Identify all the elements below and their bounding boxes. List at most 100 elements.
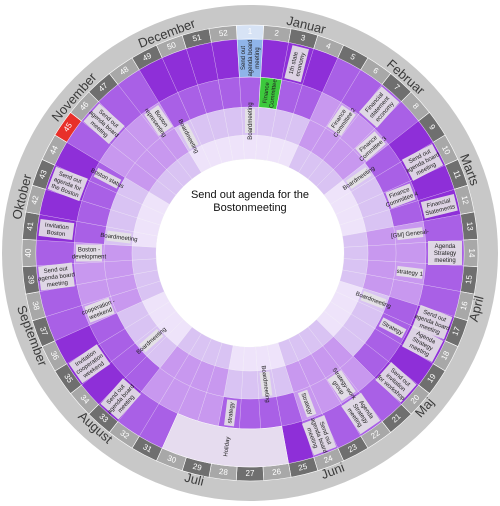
event-label[interactable]: 1th stateeconomy <box>284 45 309 83</box>
event-label[interactable]: Send outagenda boardmeeting <box>241 39 261 76</box>
event-label-bg <box>84 297 115 323</box>
center-title-line-1: Send out agenda for the <box>191 189 309 201</box>
week-number: 17 <box>450 325 462 337</box>
week-number: 42 <box>30 194 41 205</box>
week-number: 13 <box>465 221 475 231</box>
center-title-line-2: Bostonmeeting <box>213 202 286 214</box>
week-number: 1 <box>248 27 253 36</box>
ring-3-cell[interactable] <box>240 370 260 400</box>
event-label-bg <box>355 131 386 162</box>
event-label-bg <box>224 399 238 427</box>
week-number: 3 <box>300 33 307 43</box>
event-label-bg <box>178 123 199 150</box>
event-label-bg <box>68 344 111 384</box>
event-text: Holiday <box>223 436 231 457</box>
week-number: 25 <box>297 462 308 473</box>
event-label-bg <box>385 183 416 209</box>
ring-4-cell[interactable] <box>242 346 258 372</box>
week-number: 16 <box>459 300 470 311</box>
week-number: 30 <box>166 453 178 465</box>
week-number: 40 <box>24 248 33 257</box>
event-label-bg <box>359 86 400 128</box>
event-label[interactable]: Boston -development <box>72 244 107 262</box>
ring-1-cell[interactable] <box>35 239 75 267</box>
ring-3-cell[interactable] <box>367 243 397 263</box>
week-number: 28 <box>218 467 228 477</box>
center-area: Send out agenda for the Bostonmeeting <box>156 159 344 347</box>
event-label-bg <box>93 167 122 189</box>
event-text: Boardmeeting <box>100 232 138 242</box>
week-number: 4 <box>325 41 333 51</box>
week-number: 7 <box>392 82 402 92</box>
event-text: Boston -development <box>72 247 107 260</box>
event-cell-highlight[interactable] <box>161 413 289 468</box>
event-label[interactable]: strategy <box>224 399 238 427</box>
event-label[interactable]: AgendaStrategymeeting <box>341 392 381 435</box>
event-label-bg <box>301 415 337 456</box>
event-labels: Send outagenda boardmeeting 1th stateecon… <box>37 38 462 468</box>
week-number: 15 <box>464 274 474 284</box>
event-text: FinanceCommittee <box>262 77 278 108</box>
event-label[interactable]: Boardmeeting <box>100 230 138 244</box>
week-number: 29 <box>192 462 203 473</box>
event-label-bg <box>402 143 444 181</box>
week-number: 43 <box>37 168 49 180</box>
event-label[interactable]: Holiday <box>223 436 231 457</box>
week-number: 12 <box>460 195 471 206</box>
event-text: AgendaStrategymeeting <box>346 399 375 429</box>
event-label[interactable]: Send outagenda boardmeeting <box>301 415 337 457</box>
week-number: 27 <box>246 469 255 478</box>
event-label-bg <box>327 369 356 402</box>
event-label-bg <box>396 227 424 241</box>
ring-3-cell[interactable] <box>103 243 133 263</box>
event-label-bg <box>378 317 407 339</box>
event-text: Send outagenda boardmeeting <box>37 265 76 289</box>
event-label-bg <box>38 262 75 291</box>
week-number: 2 <box>274 28 280 38</box>
event-label[interactable]: Send outagenda boardmeeting <box>402 143 444 181</box>
event-label[interactable]: InvitationBoston <box>38 219 75 240</box>
event-label-bg <box>144 104 173 137</box>
ring-2-cell[interactable] <box>395 242 427 264</box>
week-number: 51 <box>192 32 203 43</box>
event-label-bg <box>297 389 317 418</box>
event-label[interactable]: Invitationcooperationweekend <box>68 344 111 384</box>
ring-4-cell[interactable] <box>131 245 157 261</box>
week-number: 39 <box>26 275 36 285</box>
week-number: 24 <box>322 453 334 465</box>
event-label-bg <box>47 166 88 202</box>
week-number: 9 <box>427 123 437 132</box>
event-label-bg <box>375 362 417 403</box>
week-number: 37 <box>38 325 50 337</box>
event-label[interactable]: [GM] General- <box>391 227 429 241</box>
event-text: Send outagenda boardmeeting <box>303 415 335 457</box>
event-label[interactable]: Boardmeeting <box>259 365 273 403</box>
event-label-bg <box>327 104 356 137</box>
event-label-bg <box>76 244 102 262</box>
week-number: 6 <box>371 66 380 76</box>
event-label[interactable]: Send outagenda boardmeeting <box>37 262 76 291</box>
event-label-bg <box>245 109 255 133</box>
event-label[interactable]: Send outagenda forthe Boston <box>47 166 88 202</box>
week-number: 5 <box>349 52 358 62</box>
event-label[interactable]: Boardmeeting <box>245 102 255 140</box>
ring-2-cell[interactable] <box>239 398 261 430</box>
ring-4-cell[interactable] <box>343 245 369 261</box>
event-label[interactable]: FinanceCommittee <box>262 77 278 108</box>
event-label-bg <box>360 290 387 309</box>
event-text: InvitationBoston <box>44 222 69 238</box>
event-label-bg <box>428 241 462 265</box>
event-label[interactable]: strategy 1 <box>396 265 424 279</box>
event-label-bg <box>284 45 309 83</box>
event-cell-highlight[interactable] <box>258 77 283 110</box>
event-text: 1th stateeconomy <box>288 50 306 77</box>
event-label-bg <box>83 103 125 144</box>
week-number: 52 <box>218 28 228 38</box>
event-text: strategy <box>227 402 236 424</box>
event-label-bg <box>106 230 132 244</box>
event-text: Boardmeeting <box>248 102 254 139</box>
week-number: 8 <box>411 102 421 112</box>
event-label-bg <box>402 325 444 363</box>
